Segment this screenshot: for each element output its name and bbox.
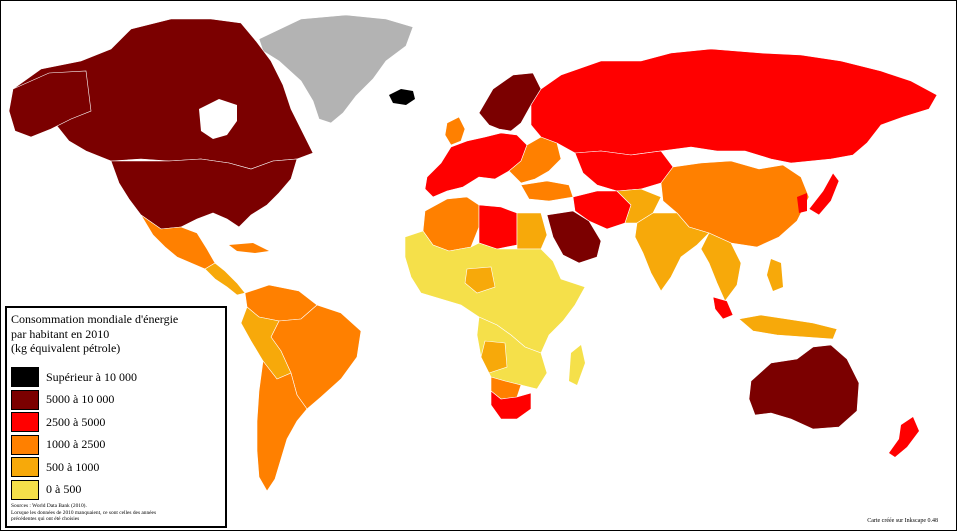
region-sahel: [404, 230, 586, 354]
region-russia: [530, 48, 938, 164]
legend-swatch: [11, 434, 39, 455]
region-caribbean: [229, 243, 269, 253]
region-south-africa: [490, 390, 532, 420]
legend-label: 1000 à 2500: [46, 437, 106, 452]
region-central-america: [204, 262, 246, 296]
region-libya: [478, 204, 518, 250]
legend-item: Supérieur à 10 000: [11, 366, 137, 389]
region-canada: [12, 18, 314, 170]
legend-label: 2500 à 5000: [46, 414, 106, 429]
legend-swatch: [11, 457, 39, 478]
legend-title-line: (kg équivalent pétrole): [11, 341, 121, 355]
legend-label: 500 à 1000: [46, 459, 100, 474]
legend-label: 0 à 500: [46, 482, 82, 497]
legend-title-line: par habitant en 2010: [11, 326, 110, 341]
water-hudson-bay: [199, 99, 237, 139]
region-central-asia: [574, 150, 674, 192]
region-australia: [748, 344, 860, 430]
legend-item: 5000 à 10 000: [11, 389, 137, 412]
region-argentina-chile: [256, 360, 308, 492]
legend-items: Supérieur à 10 000 5000 à 10 000 2500 à …: [11, 366, 137, 501]
map-legend: Consommation mondiale d'énergie par habi…: [5, 306, 227, 528]
region-madagascar: [569, 345, 585, 385]
region-usa: [110, 158, 298, 230]
region-egypt: [516, 212, 548, 250]
region-angola: [480, 340, 508, 374]
region-indonesia: [738, 314, 838, 340]
legend-title: Consommation mondiale d'énergie par habi…: [11, 312, 216, 356]
region-alaska: [8, 70, 92, 138]
region-nigeria: [464, 266, 496, 294]
region-philippines: [767, 259, 783, 291]
region-eastern-europe: [508, 136, 562, 184]
legend-title-line: Consommation mondiale d'énergie: [11, 312, 179, 326]
region-greenland: [258, 14, 414, 124]
region-united-kingdom: [444, 116, 466, 146]
legend-item: 500 à 1000: [11, 456, 137, 479]
region-iceland: [389, 89, 415, 105]
source-line: précédentes qui ont été choisies: [11, 516, 80, 523]
region-korea: [797, 193, 807, 213]
region-turkey: [520, 180, 574, 202]
legend-swatch: [11, 479, 39, 500]
region-saudi-arabia: [546, 210, 602, 264]
region-malaysia: [712, 296, 734, 320]
region-india: [634, 212, 710, 292]
legend-swatch: [11, 367, 39, 388]
legend-item: 0 à 500: [11, 479, 137, 502]
legend-label: Supérieur à 10 000: [46, 369, 137, 384]
region-new-zealand: [889, 417, 919, 457]
region-japan: [808, 172, 840, 216]
source-line: Sources : World Data Bank (2010).: [11, 503, 87, 510]
region-western-europe: [424, 132, 528, 198]
legend-swatch: [11, 412, 39, 433]
legend-swatch: [11, 389, 39, 410]
legend-item: 2500 à 5000: [11, 411, 137, 434]
source-line: Lorsque les données de 2010 manquaient, …: [11, 509, 157, 516]
legend-item: 1000 à 2500: [11, 434, 137, 457]
legend-label: 5000 à 10 000: [46, 392, 115, 407]
map-credit: Carte créée sur Inkscape 0.48: [867, 518, 938, 524]
legend-source: Sources : World Data Bank (2010). Lorsqu…: [11, 503, 156, 523]
